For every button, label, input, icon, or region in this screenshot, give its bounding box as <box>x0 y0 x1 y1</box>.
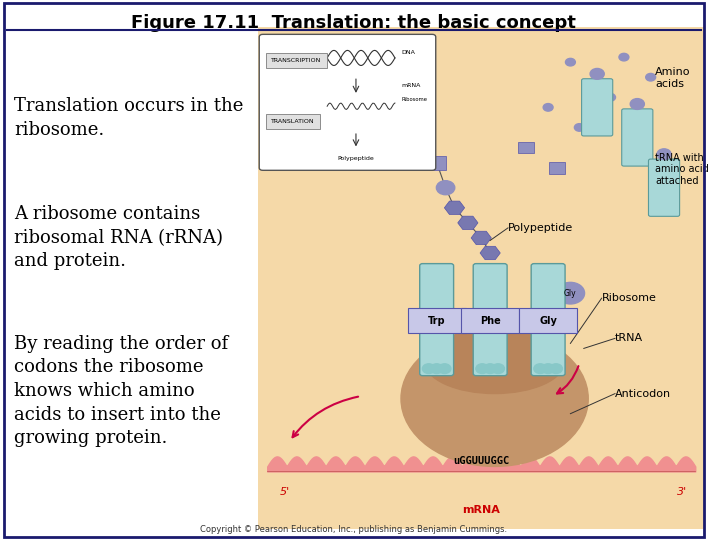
FancyBboxPatch shape <box>473 264 507 376</box>
Text: Ribosome: Ribosome <box>402 97 428 102</box>
FancyBboxPatch shape <box>582 79 613 136</box>
Text: 3': 3' <box>677 487 687 497</box>
Text: A ribosome contains
ribosomal RNA (rRNA)
and protein.: A ribosome contains ribosomal RNA (rRNA)… <box>14 205 223 271</box>
Text: Polypeptide: Polypeptide <box>508 223 573 233</box>
Text: Figure 17.11  Translation: the basic concept: Figure 17.11 Translation: the basic conc… <box>132 14 576 31</box>
Circle shape <box>431 364 443 374</box>
Text: Ribosome: Ribosome <box>602 293 657 303</box>
Text: TRANSLATION: TRANSLATION <box>271 119 315 124</box>
Text: 5': 5' <box>280 487 290 497</box>
FancyBboxPatch shape <box>258 27 704 529</box>
Circle shape <box>484 364 497 374</box>
FancyBboxPatch shape <box>408 308 466 333</box>
FancyBboxPatch shape <box>462 308 519 333</box>
FancyBboxPatch shape <box>518 141 534 153</box>
Text: Gly: Gly <box>564 289 577 298</box>
Text: Gly: Gly <box>539 316 557 326</box>
Circle shape <box>436 181 455 195</box>
Text: By reading the order of
codons the ribosome
knows which amino
acids to insert in: By reading the order of codons the ribos… <box>14 335 228 447</box>
Text: tRNA: tRNA <box>615 333 643 343</box>
FancyBboxPatch shape <box>531 264 565 376</box>
Text: uGGUUUGGC: uGGUUUGGC <box>453 456 509 467</box>
Circle shape <box>565 58 575 66</box>
FancyBboxPatch shape <box>549 161 564 173</box>
Circle shape <box>619 53 629 61</box>
Text: Trp: Trp <box>428 316 446 326</box>
Polygon shape <box>471 231 491 245</box>
Circle shape <box>543 104 553 111</box>
FancyBboxPatch shape <box>259 35 436 170</box>
Circle shape <box>606 93 616 101</box>
Circle shape <box>632 113 642 121</box>
Circle shape <box>492 364 505 374</box>
Text: mRNA: mRNA <box>402 83 421 88</box>
Circle shape <box>575 124 585 131</box>
Circle shape <box>423 364 435 374</box>
Circle shape <box>541 364 554 374</box>
Circle shape <box>549 364 562 374</box>
Polygon shape <box>458 216 478 229</box>
Circle shape <box>657 149 671 160</box>
Ellipse shape <box>424 329 565 394</box>
Circle shape <box>476 364 489 374</box>
Text: mRNA: mRNA <box>462 505 500 515</box>
Circle shape <box>534 364 546 374</box>
Text: Copyright © Pearson Education, Inc., publishing as Benjamin Cummings.: Copyright © Pearson Education, Inc., pub… <box>200 524 508 534</box>
Circle shape <box>438 364 451 374</box>
Circle shape <box>590 69 604 79</box>
Text: TRANSCRIPTION: TRANSCRIPTION <box>271 58 322 63</box>
Text: tRNA with
amino acid
attached: tRNA with amino acid attached <box>655 152 709 186</box>
Circle shape <box>557 282 585 304</box>
FancyBboxPatch shape <box>649 159 680 217</box>
FancyBboxPatch shape <box>428 156 446 170</box>
Text: Phe: Phe <box>480 316 500 326</box>
Circle shape <box>630 99 644 110</box>
Circle shape <box>646 73 656 81</box>
Text: Anticodon: Anticodon <box>615 389 671 399</box>
FancyBboxPatch shape <box>420 264 454 376</box>
Text: Translation occurs in the
ribosome.: Translation occurs in the ribosome. <box>14 97 243 139</box>
Circle shape <box>593 78 602 86</box>
Circle shape <box>414 140 433 154</box>
Text: Amino
acids: Amino acids <box>655 67 690 89</box>
Text: Polypeptide: Polypeptide <box>338 156 374 161</box>
Polygon shape <box>444 201 464 214</box>
Ellipse shape <box>401 331 588 467</box>
Polygon shape <box>480 246 500 260</box>
FancyBboxPatch shape <box>622 109 653 166</box>
Text: DNA: DNA <box>402 50 415 55</box>
FancyBboxPatch shape <box>519 308 577 333</box>
